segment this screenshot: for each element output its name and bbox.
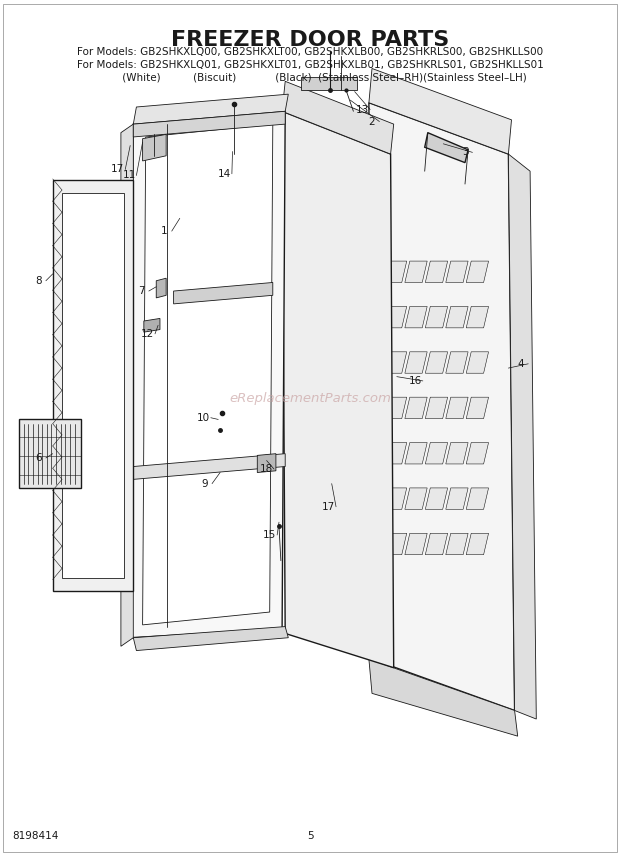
Polygon shape <box>384 352 407 373</box>
Polygon shape <box>133 627 288 651</box>
Text: eReplacementParts.com: eReplacementParts.com <box>229 391 391 405</box>
Text: 6: 6 <box>35 453 42 463</box>
Polygon shape <box>405 488 427 509</box>
Polygon shape <box>405 397 427 419</box>
Text: FREEZER DOOR PARTS: FREEZER DOOR PARTS <box>171 30 449 50</box>
Polygon shape <box>405 306 427 328</box>
Text: 18: 18 <box>260 464 273 474</box>
Polygon shape <box>53 180 133 591</box>
Polygon shape <box>282 81 394 154</box>
Text: 14: 14 <box>218 169 231 179</box>
Polygon shape <box>174 282 273 304</box>
Polygon shape <box>425 488 448 509</box>
Polygon shape <box>405 352 427 373</box>
Text: 15: 15 <box>263 530 277 540</box>
Polygon shape <box>384 533 407 555</box>
Polygon shape <box>466 397 489 419</box>
Text: For Models: GB2SHKXLQ00, GB2SHKXLT00, GB2SHKXLB00, GB2SHKRLS00, GB2SHKLLS00: For Models: GB2SHKXLQ00, GB2SHKXLT00, GB… <box>77 47 543 57</box>
Polygon shape <box>446 443 468 464</box>
Polygon shape <box>466 443 489 464</box>
Polygon shape <box>446 352 468 373</box>
Text: 12: 12 <box>141 329 154 339</box>
Text: 5: 5 <box>307 830 313 841</box>
Polygon shape <box>466 533 489 555</box>
Polygon shape <box>384 397 407 419</box>
Polygon shape <box>425 133 468 163</box>
Polygon shape <box>369 659 518 736</box>
Polygon shape <box>446 397 468 419</box>
Polygon shape <box>282 111 394 668</box>
Text: 11: 11 <box>122 170 136 181</box>
Text: 2: 2 <box>369 116 375 127</box>
Polygon shape <box>425 443 448 464</box>
Polygon shape <box>425 261 448 282</box>
Text: (White)          (Biscuit)            (Black)  (Stainless Steel–RH)(Stainless St: (White) (Biscuit) (Black) (Stainless Ste… <box>93 73 527 83</box>
Polygon shape <box>130 111 285 638</box>
Text: 17: 17 <box>322 502 335 512</box>
Polygon shape <box>446 533 468 555</box>
Polygon shape <box>133 111 285 137</box>
Polygon shape <box>143 124 273 625</box>
Polygon shape <box>425 397 448 419</box>
Polygon shape <box>257 454 276 473</box>
Polygon shape <box>384 306 407 328</box>
Text: 7: 7 <box>138 286 144 296</box>
Polygon shape <box>384 488 407 509</box>
Polygon shape <box>466 306 489 328</box>
Polygon shape <box>62 193 124 578</box>
Text: 3: 3 <box>462 147 468 158</box>
Polygon shape <box>133 454 285 479</box>
Polygon shape <box>144 318 160 332</box>
Polygon shape <box>369 68 512 154</box>
Polygon shape <box>156 278 166 298</box>
Polygon shape <box>121 124 133 646</box>
Polygon shape <box>508 154 536 719</box>
Text: 1: 1 <box>161 226 167 236</box>
Text: 17: 17 <box>111 164 125 175</box>
Text: 13: 13 <box>356 104 370 115</box>
Text: 16: 16 <box>409 376 422 386</box>
Polygon shape <box>425 533 448 555</box>
Polygon shape <box>405 261 427 282</box>
Text: 8: 8 <box>35 276 42 286</box>
Polygon shape <box>405 533 427 555</box>
Polygon shape <box>384 261 407 282</box>
Text: 10: 10 <box>197 413 210 423</box>
Polygon shape <box>384 443 407 464</box>
Polygon shape <box>446 306 468 328</box>
Text: For Models: GB2SHKXLQ01, GB2SHKXLT01, GB2SHKXLB01, GB2SHKRLS01, GB2SHKLLS01: For Models: GB2SHKXLQ01, GB2SHKXLT01, GB… <box>77 60 543 70</box>
Polygon shape <box>466 488 489 509</box>
Polygon shape <box>466 261 489 282</box>
Text: 4: 4 <box>518 359 524 369</box>
Polygon shape <box>369 103 515 710</box>
Polygon shape <box>446 488 468 509</box>
Text: 9: 9 <box>202 479 208 489</box>
Polygon shape <box>405 443 427 464</box>
Polygon shape <box>133 94 288 124</box>
Polygon shape <box>466 352 489 373</box>
Text: 8198414: 8198414 <box>12 830 59 841</box>
Polygon shape <box>143 134 166 161</box>
Polygon shape <box>425 306 448 328</box>
Polygon shape <box>446 261 468 282</box>
Polygon shape <box>19 419 81 488</box>
Polygon shape <box>301 77 356 90</box>
Polygon shape <box>425 352 448 373</box>
